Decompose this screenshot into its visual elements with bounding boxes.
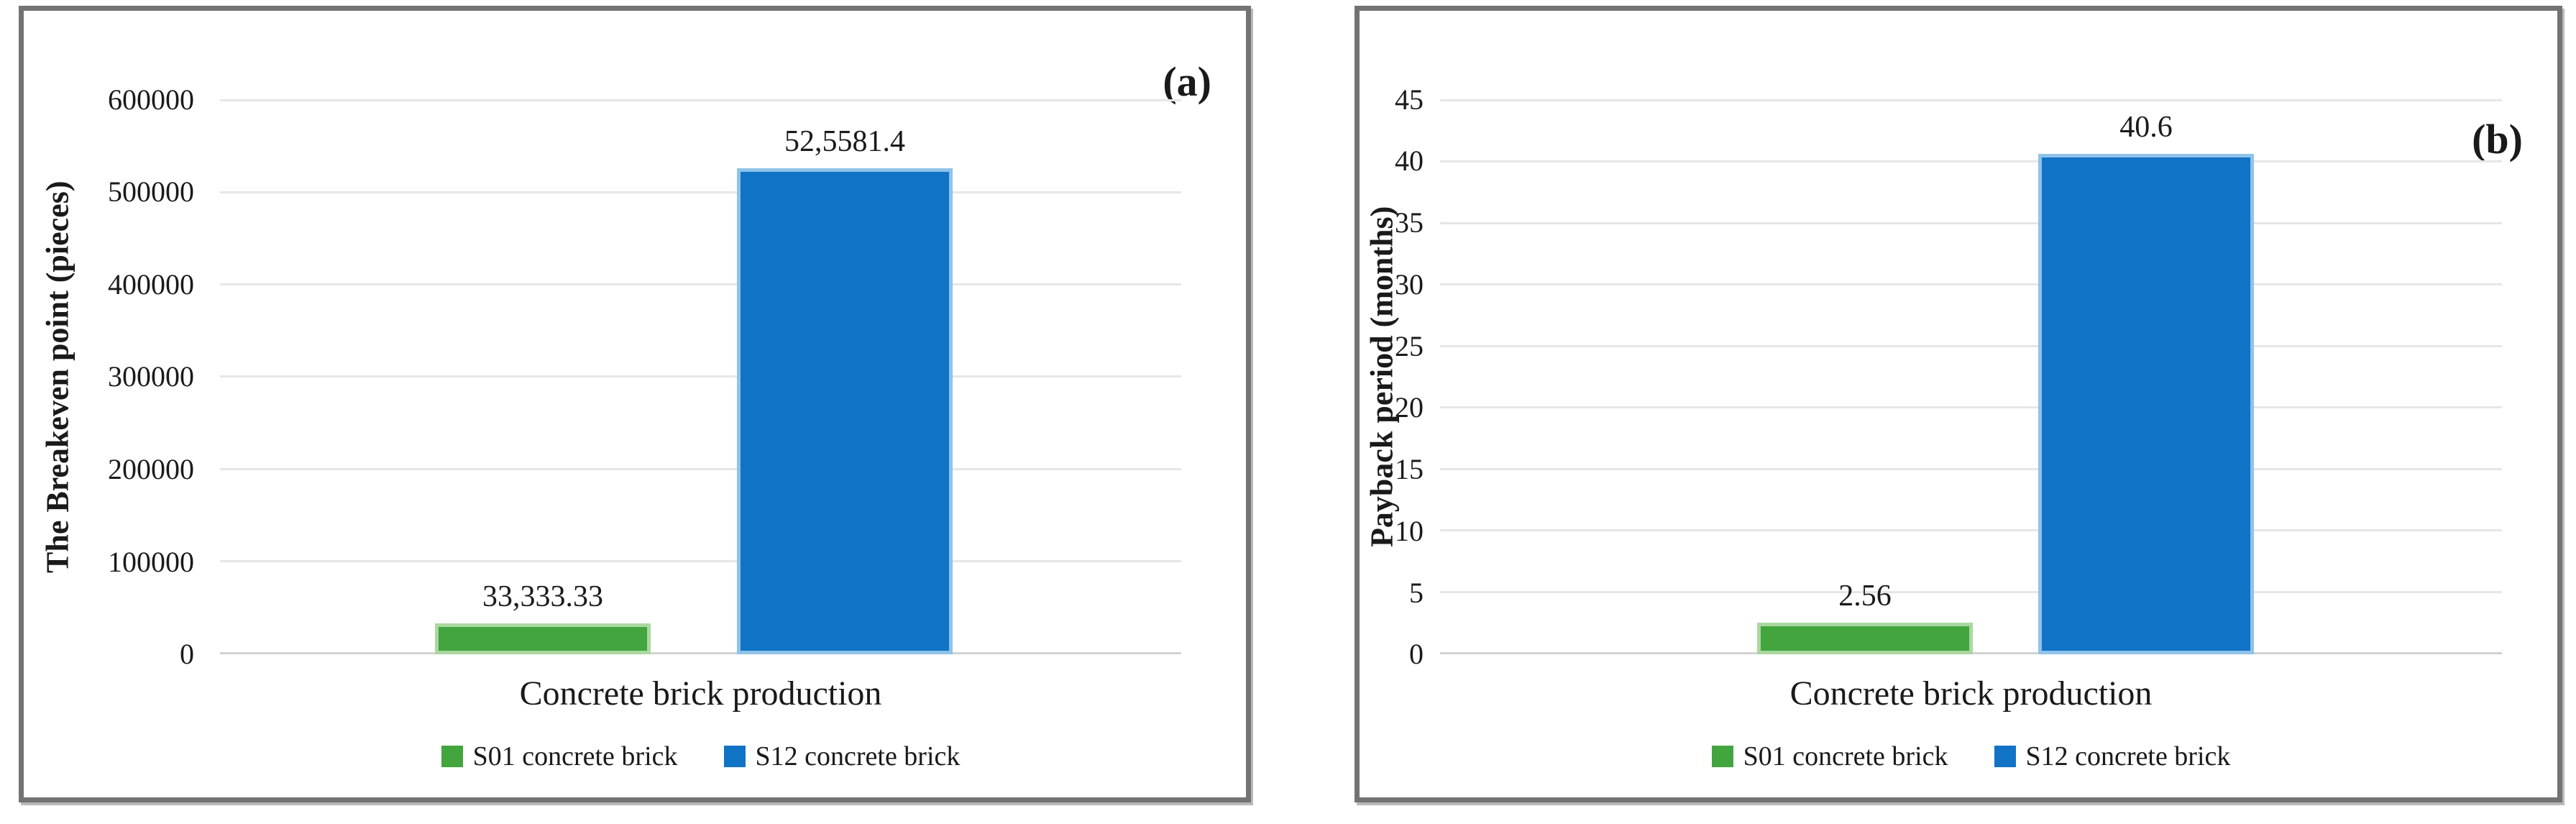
- panel-label-a: (a): [1163, 58, 1211, 105]
- legend-label: S01 concrete brick: [472, 741, 678, 772]
- gridline: [1440, 590, 2502, 593]
- gridline: [1440, 160, 2502, 163]
- gridline: [1440, 99, 2502, 101]
- bar-group-s12: 40.6: [2038, 99, 2254, 654]
- gridline: [220, 559, 1181, 562]
- legend: S01 concrete brick S12 concrete brick: [220, 741, 1181, 772]
- y-axis-tick-labels: 600000 500000 400000 300000 200000 100000 0: [108, 83, 194, 671]
- plot-area: 2.56 40.6: [1440, 99, 2502, 654]
- bar-group-s12: 52,5581.4: [737, 99, 953, 654]
- gridline: [1440, 283, 2502, 286]
- y-axis-title: The Breakeven point (pieces): [40, 180, 75, 573]
- bar-data-label: 52,5581.4: [784, 124, 905, 158]
- gridline: [1440, 221, 2502, 224]
- x-axis-category-label: Concrete brick production: [519, 674, 882, 713]
- panel-label-b: (b): [2472, 116, 2523, 162]
- legend-item-s12: S12 concrete brick: [1994, 741, 2231, 772]
- bar-s01-concrete-brick: [1757, 623, 1973, 654]
- chart-panel-a: (a) The Breakeven point (pieces) 600000 5…: [19, 6, 1251, 802]
- gridline: [1440, 467, 2502, 470]
- bar-s01-concrete-brick: [435, 623, 651, 654]
- gridlines: [220, 99, 1181, 654]
- legend-swatch-green: [441, 746, 463, 767]
- gridline: [1440, 406, 2502, 409]
- gridline: [220, 467, 1181, 470]
- bar-data-label: 33,333.33: [482, 580, 603, 614]
- plot-area: 33,333.33 52,5581.4: [220, 99, 1181, 654]
- legend-swatch-blue: [1994, 746, 2016, 767]
- legend-swatch-blue: [723, 746, 746, 767]
- bar-group-s01: 2.56: [1757, 99, 1973, 654]
- gridline: [1440, 344, 2502, 347]
- legend-item-s12: S12 concrete brick: [723, 741, 961, 772]
- gridline: [220, 375, 1181, 378]
- bar-s12-concrete-brick: [737, 168, 953, 654]
- bar-group-s01: 33,333.33: [435, 99, 651, 654]
- bar-s12-concrete-brick: [2038, 153, 2254, 654]
- legend-label: S01 concrete brick: [1743, 741, 1948, 772]
- gridline: [220, 99, 1181, 101]
- legend-item-s01: S01 concrete brick: [1711, 741, 1948, 772]
- legend-label: S12 concrete brick: [755, 741, 961, 772]
- legend-label: S12 concrete brick: [2025, 741, 2231, 772]
- x-axis-category-label: Concrete brick production: [1789, 674, 2153, 713]
- gridline: [1440, 529, 2502, 532]
- y-axis-tick-labels: 45 40 35 30 25 20 15 10 5 0: [1395, 83, 1424, 671]
- chart-panel-b: (b) Payback period (months) 45 40 35 30 25 20…: [1355, 6, 2562, 802]
- gridline: [220, 651, 1181, 654]
- legend-item-s01: S01 concrete brick: [441, 741, 678, 772]
- bar-data-label: 2.56: [1838, 580, 1892, 613]
- gridline: [220, 191, 1181, 194]
- legend: S01 concrete brick S12 concrete brick: [1440, 741, 2502, 772]
- gridline: [220, 283, 1181, 286]
- legend-swatch-green: [1711, 746, 1733, 767]
- bar-data-label: 40.6: [2119, 110, 2173, 144]
